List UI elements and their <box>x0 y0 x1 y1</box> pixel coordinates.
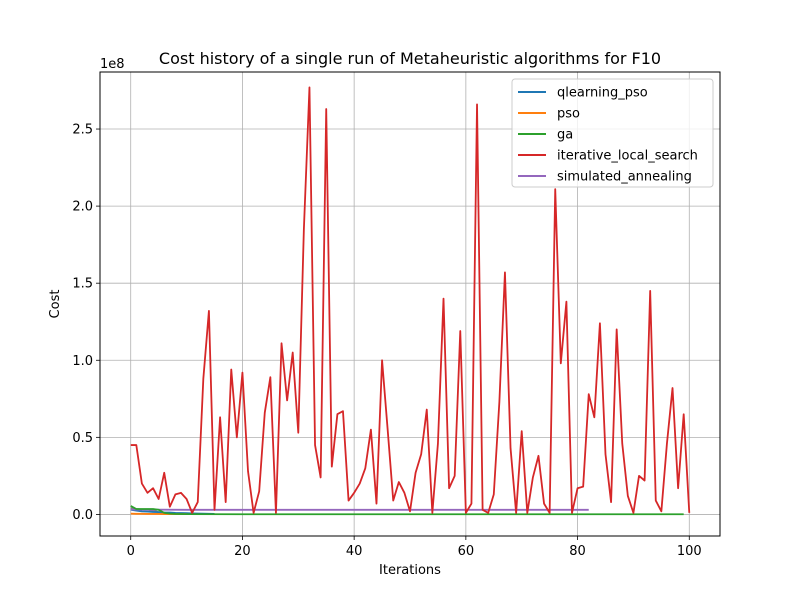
y-tick-label: 1.5 <box>72 277 93 292</box>
chart-title: Cost history of a single run of Metaheur… <box>159 49 661 68</box>
y-axis-offset-label: 1e8 <box>100 57 125 72</box>
series-line-iterative-local-search <box>130 86 691 514</box>
y-axis-label: Cost <box>48 290 63 319</box>
x-axis-label: Iterations <box>379 563 441 578</box>
y-tick-label: 2.5 <box>72 123 93 138</box>
x-tick-label: 0 <box>127 544 135 559</box>
series-line-ga <box>130 505 684 516</box>
legend-label-qlearning-pso: qlearning_pso <box>557 86 648 101</box>
y-tick-label: 1.0 <box>72 354 93 369</box>
legend-label-simulated-annealing: simulated_annealing <box>557 170 692 185</box>
x-axis-ticks: 0 20 40 60 80 100 <box>127 536 702 559</box>
x-tick-label: 80 <box>569 544 586 559</box>
x-tick-label: 40 <box>346 544 363 559</box>
legend-label-iterative-local-search: iterative_local_search <box>557 149 698 164</box>
x-tick-label: 60 <box>458 544 475 559</box>
legend-label-pso: pso <box>557 107 580 122</box>
series-lines <box>130 86 691 516</box>
x-tick-label: 100 <box>677 544 702 559</box>
plot-area-frame <box>99 71 721 537</box>
y-tick-label: 0.5 <box>72 431 93 446</box>
y-tick-label: 2.0 <box>72 200 93 215</box>
y-tick-label: 0.0 <box>72 508 93 523</box>
legend-box <box>511 78 714 188</box>
x-tick-label: 20 <box>234 544 251 559</box>
legend-label-ga: ga <box>557 128 573 143</box>
y-axis-ticks: 0.0 0.5 1.0 1.5 2.0 2.5 <box>72 123 100 523</box>
